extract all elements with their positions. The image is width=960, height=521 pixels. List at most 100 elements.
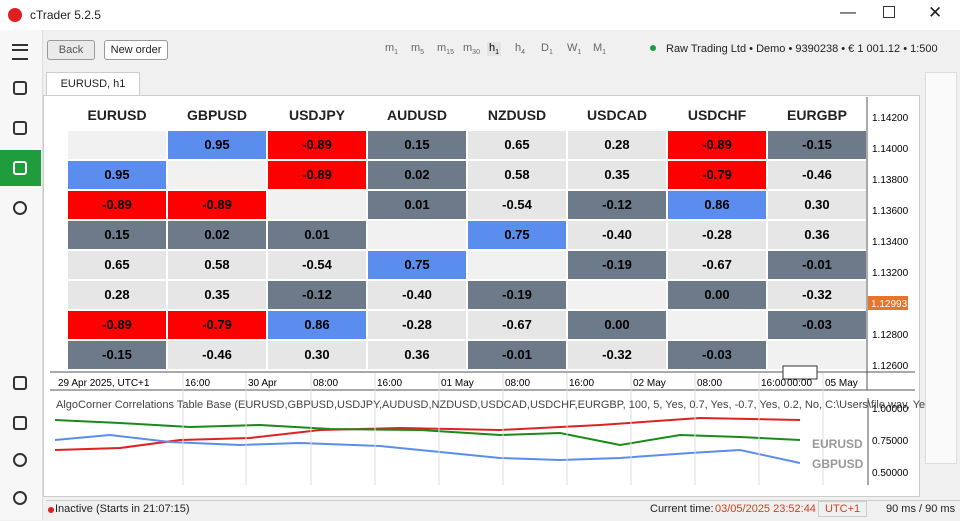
timeframe[interactable]: m30 [461,42,482,56]
timezone[interactable]: UTC+1 [818,501,868,517]
correlation-cell: -0.32 [568,341,666,369]
timeframe-sub: 30 [472,49,480,57]
timeframe[interactable]: h1 [487,42,502,57]
timeframe-label: W [567,42,578,54]
time-label: 08:00 [697,378,722,389]
timeframe-sub: 1 [602,49,607,57]
correlation-cell: 0.35 [168,281,266,309]
column-header: EURUSD [87,107,147,123]
timeframe[interactable]: W1 [565,42,583,56]
new-order-button[interactable]: New order [104,40,168,60]
close[interactable]: ✕ [928,3,943,22]
timeframe-label: m [385,42,395,54]
timeframe[interactable]: m1 [383,42,400,56]
maximize[interactable] [883,6,895,18]
menu-icon[interactable] [12,44,28,60]
timeframe[interactable]: D1 [539,42,555,56]
timeframe-sub: 1 [577,49,582,57]
status-bar: Inactive (Starts in 21:07:15) Current ti… [46,500,960,521]
account-info[interactable]: Raw Trading Ltd • Demo • 9390238 • € 1 0… [666,43,938,55]
price-label: 1.12800 [872,330,909,341]
correlation-cell: -0.01 [768,251,866,279]
status-dot [650,45,656,51]
time-label: 16:00 [569,378,594,389]
column-header: NZDUSD [487,107,547,123]
trade-icon[interactable] [13,81,27,95]
timeframe-sub: 4 [521,49,526,57]
correlation-cell: 0.58 [468,161,566,189]
correlation-cell: -0.03 [668,341,766,369]
correlation-cell: 0.95 [68,161,166,189]
price-label: 1.14000 [872,144,909,155]
correlation-cell: 0.58 [168,251,266,279]
correlation-cell: 0.30 [768,191,866,219]
correlation-cell: 0.36 [368,341,466,369]
indicator-axis-label: 0.75000 [872,436,909,447]
latency: 90 ms / 90 ms [886,503,956,515]
correlation-cell: -0.03 [768,311,866,339]
time-cursor-box [782,365,818,380]
correlation-cell: -0.40 [568,221,666,249]
correlation-cell: 0.28 [68,281,166,309]
correlation-cell: 0.02 [168,221,266,249]
timeframe[interactable]: h4 [513,42,527,56]
correlation-cell: -0.89 [268,131,366,159]
timeframe-sub: 15 [446,49,454,57]
time-label: 16:00 [377,378,402,389]
timeframe-sub: 1 [548,49,553,57]
drawing-toolbar [925,72,957,464]
help-icon[interactable] [13,491,27,505]
correlation-cell: -0.67 [468,311,566,339]
correlation-cell: -0.54 [268,251,366,279]
current-price-box [868,296,908,310]
copy-icon[interactable] [13,121,27,135]
price-label: 1.13600 [872,206,909,217]
toolbar: Back New order m1 m5 m15 m30 h1 h4 D1 W1 M1 Raw … [43,32,960,68]
time-label: 08:00 [313,378,338,389]
correlation-cell: -0.46 [168,341,266,369]
correlation-cell: -0.28 [368,311,466,339]
correlation-cell [368,221,466,249]
correlation-cell: -0.40 [368,281,466,309]
correlation-cell [268,191,366,219]
timeframe-label: M [593,42,603,54]
back-button[interactable]: Back [47,40,95,60]
algo-tab[interactable] [0,150,41,186]
timeframe-sub: 1 [394,49,399,57]
correlation-cell: -0.01 [468,341,566,369]
correlation-cell: -0.28 [668,221,766,249]
timeframe-sub: 1 [495,49,500,57]
analyze-icon[interactable] [13,201,27,215]
indicator-axis-label: 0.50000 [872,468,909,479]
correlation-cell: -0.79 [168,311,266,339]
correlation-cell: 0.36 [768,221,866,249]
current-time: 03/05/2025 23:52:44 [715,503,816,515]
news-icon[interactable] [13,376,27,390]
time-label: 08:00 [505,378,530,389]
correlation-cell: 0.65 [468,131,566,159]
timeframe[interactable]: M1 [591,42,608,56]
timeframe[interactable]: m5 [409,42,426,56]
timeframe-label: m [411,42,421,54]
left-sidebar [0,30,43,520]
correlation-cell: 0.30 [268,341,366,369]
minimize[interactable]: — [840,4,856,21]
chart-tab[interactable]: EURUSD, h1 [46,72,140,97]
timeframe[interactable]: m15 [435,42,456,56]
correlation-cell: 0.65 [68,251,166,279]
column-header: AUDUSD [387,107,447,123]
app-icon [8,8,22,22]
wallet-icon[interactable] [13,416,27,430]
correlation-cell: -0.89 [668,131,766,159]
correlation-cell: -0.19 [568,251,666,279]
settings-icon[interactable] [13,453,27,467]
indicator-line [54,419,801,447]
time-label: 00:00 [787,378,812,389]
correlation-cell: 0.86 [268,311,366,339]
column-header: USDJPY [288,107,346,123]
correlation-cell: -0.89 [168,191,266,219]
time-label: 29 Apr 2025, UTC+1 [58,378,150,389]
time-label: 05 May [825,378,858,389]
correlation-cell [768,341,866,369]
